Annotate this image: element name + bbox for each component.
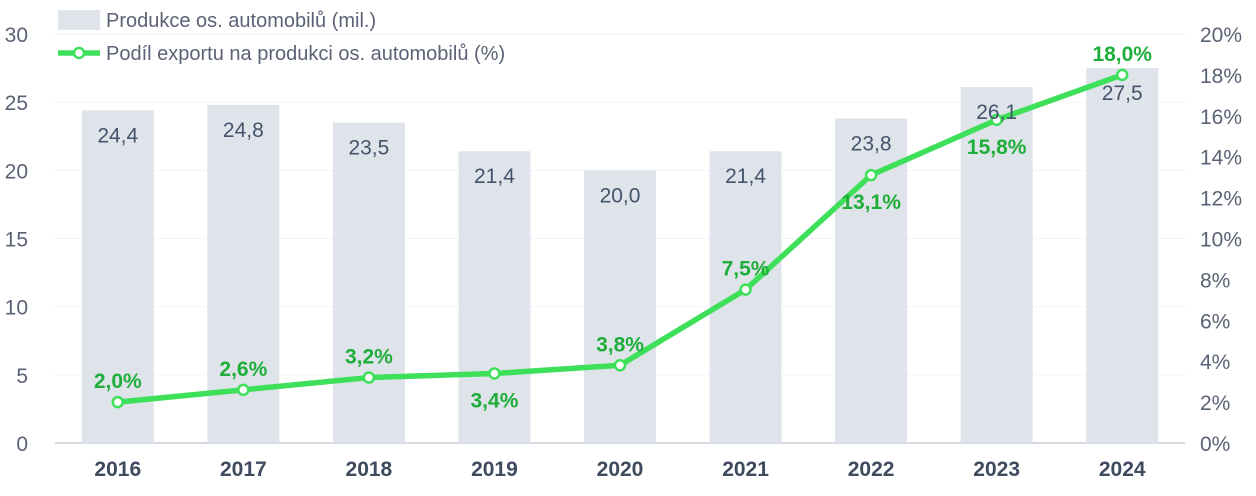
share-point: [613, 359, 627, 372]
share-line: [111, 68, 1129, 409]
x-tick-label: 2024: [1099, 458, 1146, 481]
y-left-tick-label: 30: [5, 24, 28, 47]
y-left-tick-label: 25: [5, 92, 28, 115]
y-right-tick-label: 4%: [1200, 351, 1230, 374]
bar-value-label: 26,1: [976, 101, 1017, 124]
x-tick-label: 2023: [973, 458, 1020, 481]
y-right-tick-label: 20%: [1200, 24, 1242, 47]
share-value-label: 3,4%: [471, 389, 519, 412]
bar: [332, 122, 405, 443]
share-value-label: 3,2%: [345, 346, 393, 369]
y-left-tick-label: 10: [5, 297, 28, 320]
y-right-tick-label: 10%: [1200, 229, 1242, 252]
data-labels: 24,4 24,8 23,5 21,4 20,0 21,4 23,8 26,1 27,5 2,0%…: [94, 43, 1152, 413]
y-right-tick-label: 18%: [1200, 65, 1242, 88]
share-value-label: 7,5%: [722, 258, 770, 281]
share-point: [362, 371, 376, 384]
bar-value-label: 24,8: [223, 119, 264, 142]
share-value-label: 13,1%: [841, 191, 901, 214]
y-right-tick-label: 0%: [1200, 433, 1230, 456]
share-value-label: 2,0%: [94, 370, 142, 393]
y-right-tick-label: 12%: [1200, 188, 1242, 211]
y-right-tick-label: 14%: [1200, 147, 1242, 170]
x-tick-label: 2022: [848, 458, 895, 481]
bars: [81, 68, 1159, 444]
y-left-tick-label: 15: [5, 229, 28, 252]
legend-line-label: Podíl exportu na produkci os. automobilů…: [106, 43, 505, 65]
share-point: [1115, 68, 1129, 82]
bar: [81, 110, 154, 443]
share-point: [488, 367, 501, 380]
y-right-tick-label: 6%: [1200, 310, 1230, 333]
bar-value-label: 20,0: [600, 184, 641, 207]
x-tick-label: 2018: [346, 458, 393, 481]
legend-bar-label: Produkce os. automobilů (mil.): [106, 10, 376, 32]
bar-value-label: 23,8: [851, 133, 892, 156]
y-right-tick-label: 2%: [1200, 392, 1230, 415]
share-point: [739, 283, 752, 296]
bar: [960, 87, 1033, 444]
bar-value-label: 27,5: [1102, 82, 1143, 105]
bar-value-label: 23,5: [348, 137, 389, 160]
share-point: [237, 383, 250, 397]
bar-value-label: 24,4: [97, 124, 138, 147]
bar: [835, 118, 908, 443]
y-left-tick-label: 5: [16, 365, 28, 388]
share-point: [111, 395, 125, 409]
y-left-tick-label: 20: [5, 160, 28, 183]
bar-value-label: 21,4: [725, 165, 766, 188]
y-right-tick-label: 8%: [1200, 269, 1230, 292]
share-value-label: 15,8%: [967, 136, 1027, 159]
bar: [584, 170, 656, 444]
legend: Produkce os. automobilů (mil.) Podíl expo…: [58, 10, 505, 65]
legend-bar-swatch: [58, 10, 100, 30]
y-left-tick-label: 0: [16, 433, 28, 456]
share-value-label: 2,6%: [219, 358, 267, 381]
x-tick-label: 2017: [220, 458, 267, 481]
y-right-tick-label: 16%: [1200, 106, 1242, 129]
legend-line-marker: [72, 46, 86, 60]
bar: [709, 151, 782, 443]
x-tick-label: 2016: [94, 458, 141, 481]
bar: [458, 151, 531, 443]
share-value-label: 18,0%: [1092, 43, 1152, 66]
share-point: [990, 113, 1003, 127]
bar-value-label: 21,4: [474, 165, 515, 188]
share-value-label: 3,8%: [596, 333, 644, 356]
bar: [1086, 68, 1159, 443]
x-tick-label: 2019: [471, 458, 518, 481]
x-tick-label: 2020: [597, 458, 644, 481]
axes: 0 5 10 15 20 25 30 0% 2% 4% 6% 8% 10% 12% 14% 16% 18% 20%…: [5, 24, 1242, 481]
x-tick-label: 2021: [722, 458, 769, 481]
share-point: [864, 168, 878, 182]
